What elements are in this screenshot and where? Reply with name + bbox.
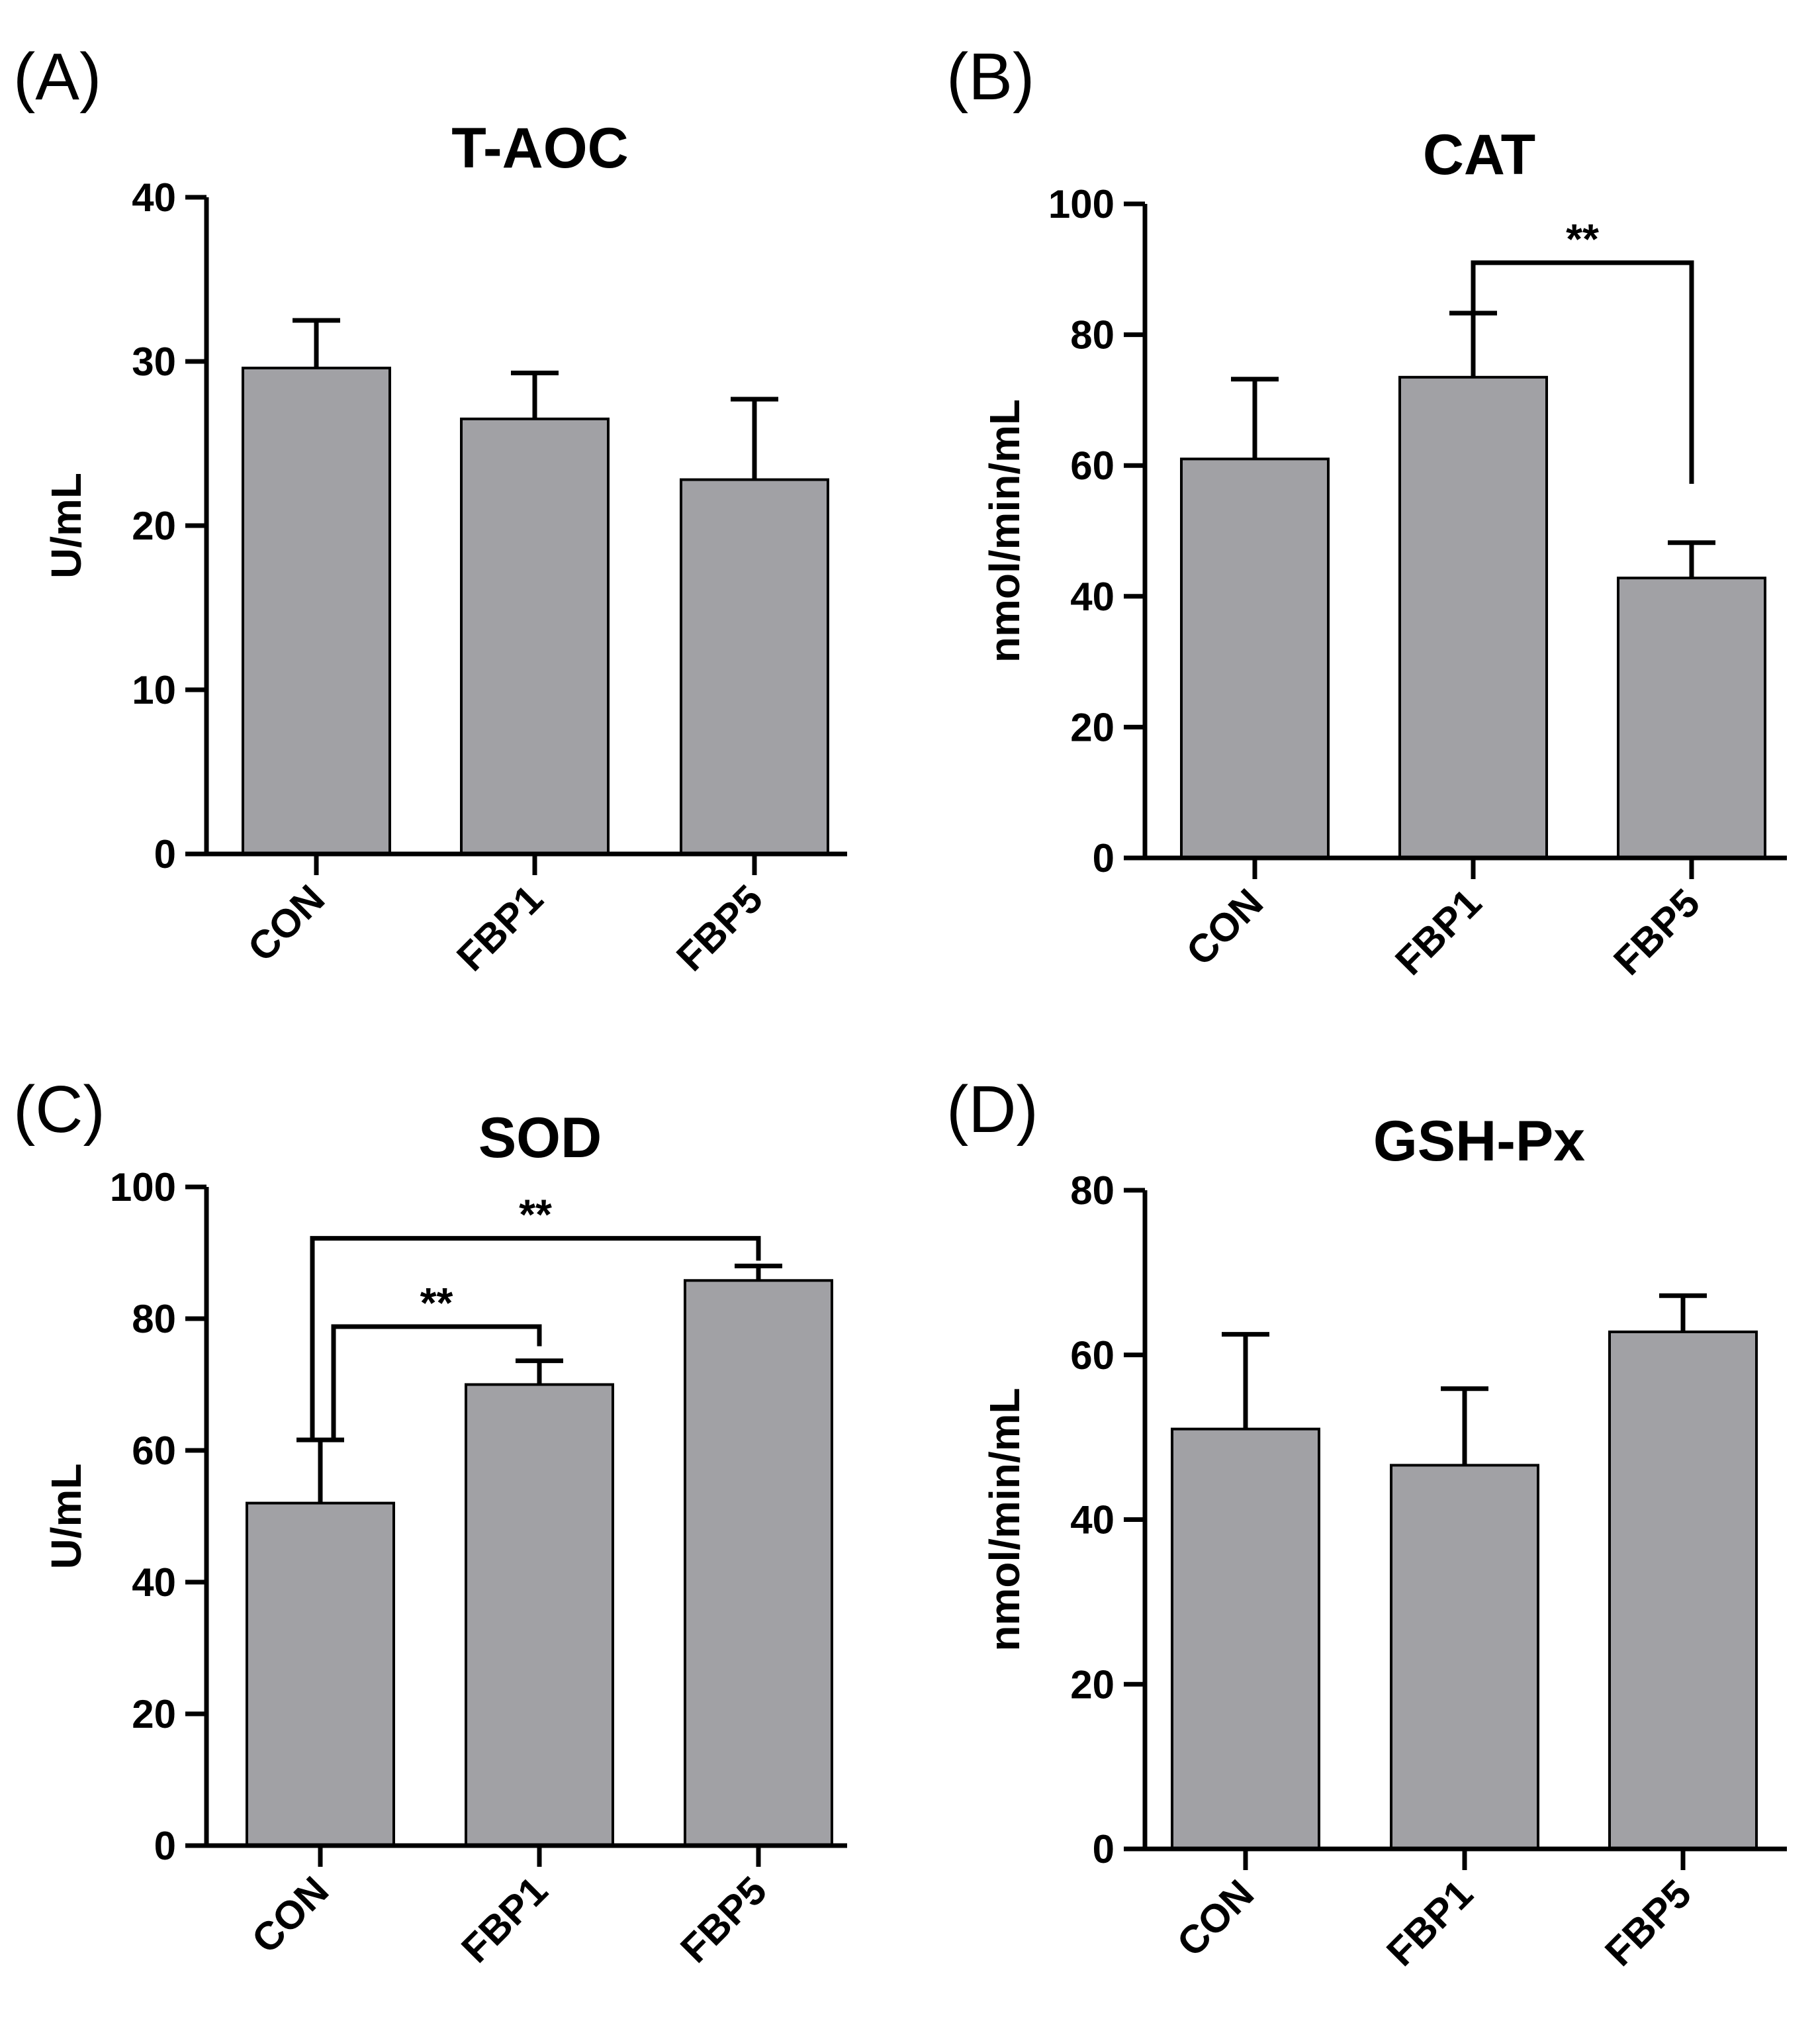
y-tick-label: 40 [132, 1560, 176, 1605]
error-bar-fbp1 [516, 1358, 563, 1385]
y-tick-label: 40 [132, 175, 176, 220]
error-bar-fbp5 [1668, 540, 1715, 579]
significance-bracket: ** [331, 1279, 542, 1440]
y-tick-label: 40 [1070, 575, 1115, 619]
error-bar-fbp5 [735, 1263, 782, 1281]
x-tick-label-con: CON [244, 1868, 338, 1962]
y-axis-label: nmol/min/mL [981, 1388, 1028, 1651]
y-tick-label: 100 [110, 1165, 176, 1209]
error-bar-fbp5 [1659, 1293, 1707, 1332]
x-tick-label-con: CON [1169, 1871, 1263, 1965]
bar-fbp5 [680, 478, 829, 855]
y-tick-label: 20 [132, 1692, 176, 1736]
bar-fbp5 [684, 1279, 833, 1848]
y-tick-label: 80 [1070, 313, 1115, 357]
significance-label: ** [420, 1279, 453, 1327]
y-tick-label: 100 [1048, 182, 1115, 226]
significance-bracket: ** [310, 1191, 761, 1440]
error-bar-fbp1 [1441, 1386, 1488, 1466]
bar-fbp1 [465, 1383, 614, 1847]
x-tick-label-fbp1: FBP1 [1387, 880, 1490, 984]
x-tick-label-con: CON [240, 876, 334, 970]
bar-fbp1 [1398, 375, 1548, 859]
y-axis-label: nmol/min/mL [981, 399, 1028, 663]
panel-label: (A) [13, 40, 101, 114]
y-tick-label: 60 [132, 1429, 176, 1473]
chart-title: GSH-Px [1373, 1109, 1585, 1173]
y-tick-label: 30 [132, 340, 176, 384]
x-tick-label-fbp1: FBP1 [453, 1868, 556, 1971]
panel-c: (C) SOD U/mL 0 20 40 60 80 100 CON FBP1 FBP5 ** ** [13, 1072, 847, 1971]
x-tick-label-fbp1: FBP1 [448, 876, 551, 980]
error-bar-con [293, 318, 340, 368]
chart-title: SOD [478, 1106, 602, 1170]
error-bar-fbp1 [1449, 310, 1497, 377]
error-bar-con [1222, 1332, 1269, 1429]
x-tick-label-fbp5: FBP5 [672, 1868, 775, 1971]
x-tick-label-fbp5: FBP5 [1605, 880, 1708, 984]
error-bar-fbp1 [511, 370, 559, 419]
bar-con [246, 1501, 395, 1848]
error-bar-con [1231, 377, 1279, 459]
significance-label: ** [1566, 215, 1599, 263]
significance-label: ** [519, 1191, 552, 1239]
y-tick-label: 20 [132, 504, 176, 548]
bar-fbp1 [460, 417, 610, 855]
y-axis-label: U/mL [42, 473, 90, 579]
bar-fbp1 [1390, 1464, 1539, 1851]
x-tick-label-fbp1: FBP1 [1378, 1871, 1481, 1975]
bar-con [242, 366, 391, 855]
bar-con [1171, 1427, 1320, 1850]
y-tick-label: 80 [132, 1297, 176, 1341]
bar-con [1180, 457, 1330, 859]
y-axis-label: U/mL [42, 1464, 90, 1570]
y-tick-label: 40 [1070, 1498, 1115, 1542]
y-tick-label: 10 [132, 668, 176, 712]
panel-label: (D) [946, 1072, 1038, 1147]
y-tick-label: 80 [1070, 1168, 1115, 1213]
x-tick-label-con: CON [1178, 880, 1272, 974]
y-tick-label: 0 [1093, 836, 1115, 880]
chart-title: T-AOC [451, 117, 629, 180]
chart-title: CAT [1423, 123, 1535, 187]
y-tick-label: 0 [154, 1824, 176, 1868]
panel-label: (B) [946, 40, 1034, 114]
y-tick-label: 0 [1093, 1827, 1115, 1871]
x-tick-label-fbp5: FBP5 [668, 876, 771, 980]
bar-fbp5 [1608, 1330, 1758, 1851]
y-tick-label: 0 [154, 832, 176, 876]
x-tick-label-fbp5: FBP5 [1596, 1871, 1700, 1975]
panel-b: (B) CAT nmol/min/mL 0 20 40 60 80 100 CON FBP1 FBP5… [946, 40, 1787, 984]
error-bar-fbp5 [731, 397, 778, 480]
y-tick-label: 20 [1070, 1662, 1115, 1707]
significance-bracket: ** [1471, 215, 1694, 484]
y-tick-label: 60 [1070, 1333, 1115, 1378]
y-tick-label: 20 [1070, 705, 1115, 749]
panel-d: (D) GSH-Px nmol/min/mL 0 20 40 60 80 CON FBP1 FBP5 [946, 1072, 1787, 1975]
panel-a: (A) T-AOC U/mL 0 10 20 30 40 CON FBP1 FBP5 [13, 40, 847, 980]
y-tick-label: 60 [1070, 444, 1115, 488]
bar-fbp5 [1617, 577, 1766, 859]
panel-label: (C) [13, 1072, 105, 1147]
error-bar-con [296, 1437, 344, 1503]
